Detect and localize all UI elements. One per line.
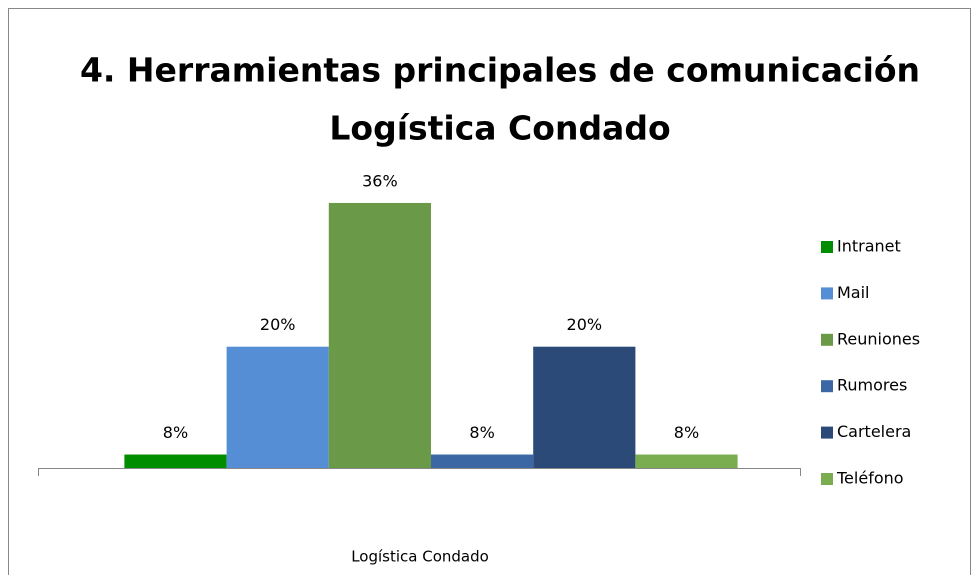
chart-border — [8, 8, 971, 575]
data-label: 8% — [674, 423, 699, 442]
legend-label: Intranet — [837, 237, 901, 256]
legend-swatch — [821, 333, 833, 346]
bar — [124, 454, 227, 468]
data-label: 36% — [362, 171, 398, 190]
chart-subtitle: Logística Condado — [329, 109, 670, 148]
bar — [328, 202, 431, 468]
data-label: 20% — [260, 315, 296, 334]
legend-label: Teléfono — [836, 469, 904, 488]
legend-label: Rumores — [837, 376, 907, 395]
data-label: 8% — [163, 423, 188, 442]
legend-swatch — [821, 380, 833, 393]
legend-swatch — [821, 426, 833, 439]
legend-label: Cartelera — [837, 422, 911, 441]
data-label: 8% — [469, 423, 494, 442]
bar — [431, 454, 534, 468]
bar — [635, 454, 738, 468]
x-tick-label: Logística Condado — [351, 548, 489, 566]
data-label: 20% — [567, 315, 603, 334]
bar — [226, 346, 329, 468]
legend-swatch — [821, 287, 833, 300]
legend-label: Mail — [837, 283, 870, 302]
bar — [533, 346, 636, 468]
legend-swatch — [821, 241, 833, 253]
legend-label: Reuniones — [837, 329, 920, 348]
chart-title: 4. Herramientas principales de comunicac… — [80, 51, 920, 90]
legend-swatch — [821, 473, 833, 485]
